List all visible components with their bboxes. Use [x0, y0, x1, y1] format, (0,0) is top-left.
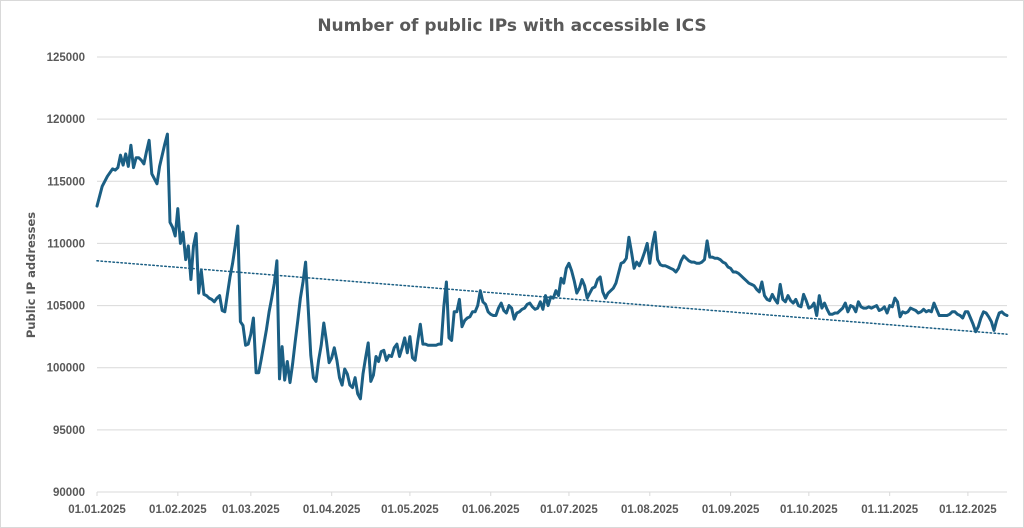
y-tick-label: 125000 — [47, 52, 85, 64]
x-tick-label: 01.08.2025 — [621, 504, 679, 516]
x-tick-label: 01.03.2025 — [222, 504, 280, 516]
chart-title: Number of public IPs with accessible ICS — [317, 16, 706, 36]
series-group — [95, 132, 1009, 401]
series-line-public-ips — [95, 132, 1009, 401]
x-tick-label: 01.12.2025 — [939, 504, 997, 516]
y-tick-label: 115000 — [47, 176, 85, 188]
y-tick-label: 105000 — [47, 301, 85, 313]
x-tick-label: 01.05.2025 — [381, 504, 439, 516]
y-axis-ticks: 90000 95000 100000 105000 110000 115000 120000… — [47, 52, 85, 499]
x-tick-label: 01.02.2025 — [149, 504, 207, 516]
y-tick-label: 95000 — [53, 425, 85, 437]
x-tick-label: 01.11.2025 — [861, 504, 919, 516]
x-tick-label: 01.01.2025 — [68, 504, 126, 516]
x-tick-label: 01.06.2025 — [462, 504, 520, 516]
x-tick-label: 01.09.2025 — [702, 504, 760, 516]
gridlines — [97, 56, 1007, 431]
y-tick-label: 90000 — [53, 487, 85, 499]
y-axis-label: Public IP addresses — [24, 212, 38, 338]
y-tick-label: 110000 — [47, 238, 85, 250]
y-tick-label: 120000 — [47, 114, 85, 126]
x-tick-label: 01.04.2025 — [303, 504, 361, 516]
x-axis-ticks: 01.01.2025 01.02.2025 01.03.2025 01.04.2025… — [68, 492, 997, 516]
x-tick-label: 01.07.2025 — [540, 504, 598, 516]
x-tick-label: 01.10.2025 — [780, 504, 838, 516]
y-tick-label: 100000 — [47, 363, 85, 375]
